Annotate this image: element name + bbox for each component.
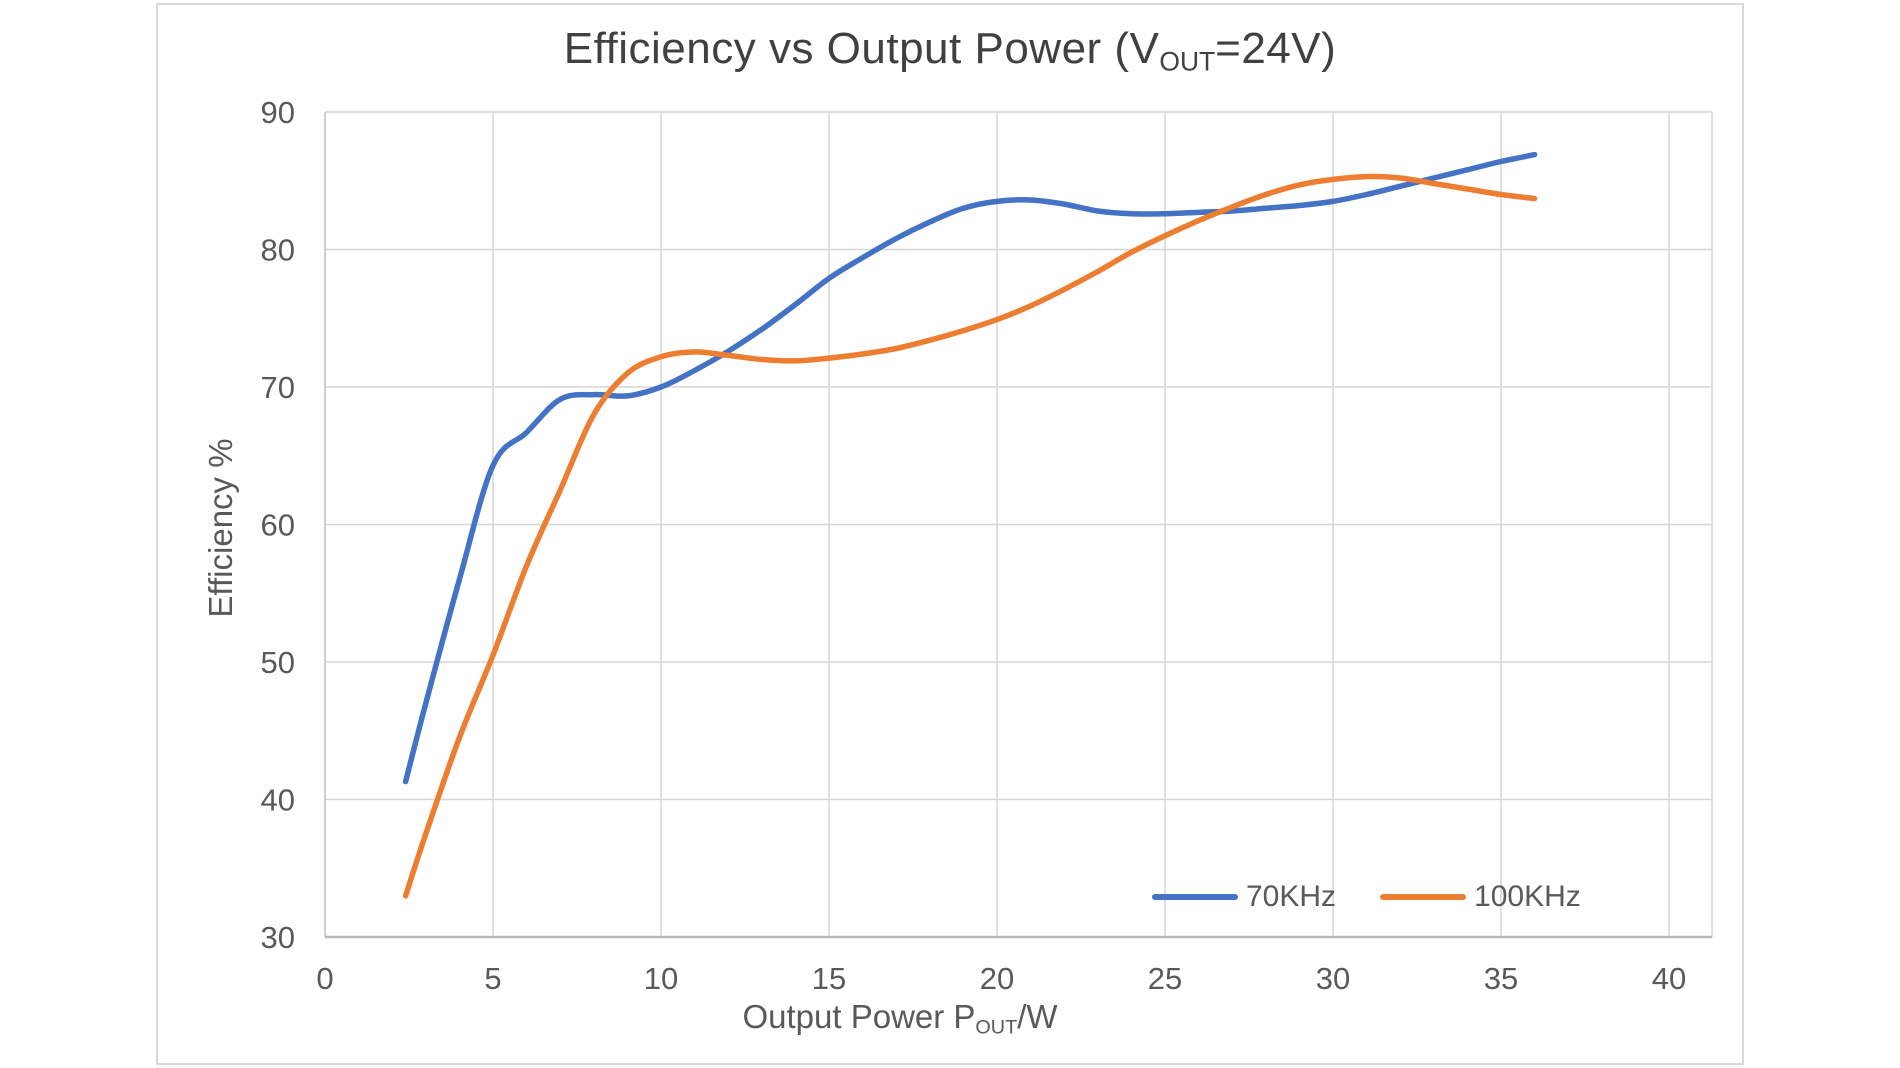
x-tick-label: 20 (980, 961, 1014, 996)
chart-title-subscript: OUT (1159, 46, 1216, 77)
legend-line-swatch-blue (1152, 894, 1238, 900)
legend-label: 70KHz (1246, 880, 1337, 913)
x-tick-label: 15 (812, 961, 846, 996)
x-tick-label: 0 (316, 961, 333, 996)
chart-frame (156, 3, 1744, 1065)
legend-label: 100KHz (1474, 880, 1581, 913)
y-tick-label: 50 (261, 645, 295, 680)
y-tick-label: 90 (261, 95, 295, 130)
legend: 70KHz 100KHz (1152, 880, 1581, 914)
y-tick-label: 40 (261, 783, 295, 818)
x-axis-title-suffix: /W (1017, 998, 1058, 1035)
series-line-70khz (402, 151, 1538, 785)
x-tick-label: 5 (484, 961, 501, 996)
x-tick-label: 25 (1148, 961, 1182, 996)
x-axis-title-prefix: Output Power P (742, 998, 976, 1035)
y-tick-label: 60 (261, 508, 295, 543)
x-tick-label: 30 (1316, 961, 1350, 996)
x-tick-label: 10 (644, 961, 678, 996)
y-tick-label: 30 (261, 920, 295, 955)
y-tick-label: 80 (261, 233, 295, 268)
chart-title: Efficiency vs Output Power (VOUT=24V) (156, 24, 1744, 77)
x-axis-title: Output Power POUT/W (590, 998, 1210, 1040)
chart-title-suffix: =24V) (1215, 24, 1337, 73)
y-tick-label: 70 (261, 370, 295, 405)
x-axis-title-subscript: OUT (975, 1016, 1018, 1039)
legend-line-swatch-orange (1380, 894, 1467, 900)
legend-item-100khz: 100KHz (1380, 880, 1581, 914)
x-tick-label: 40 (1652, 961, 1686, 996)
y-axis-title: Efficiency % (202, 438, 239, 618)
series-line-100khz (402, 173, 1538, 899)
x-tick-label: 35 (1484, 961, 1518, 996)
chart-title-prefix: Efficiency vs Output Power (V (563, 24, 1160, 73)
legend-item-70khz: 70KHz (1152, 880, 1336, 914)
